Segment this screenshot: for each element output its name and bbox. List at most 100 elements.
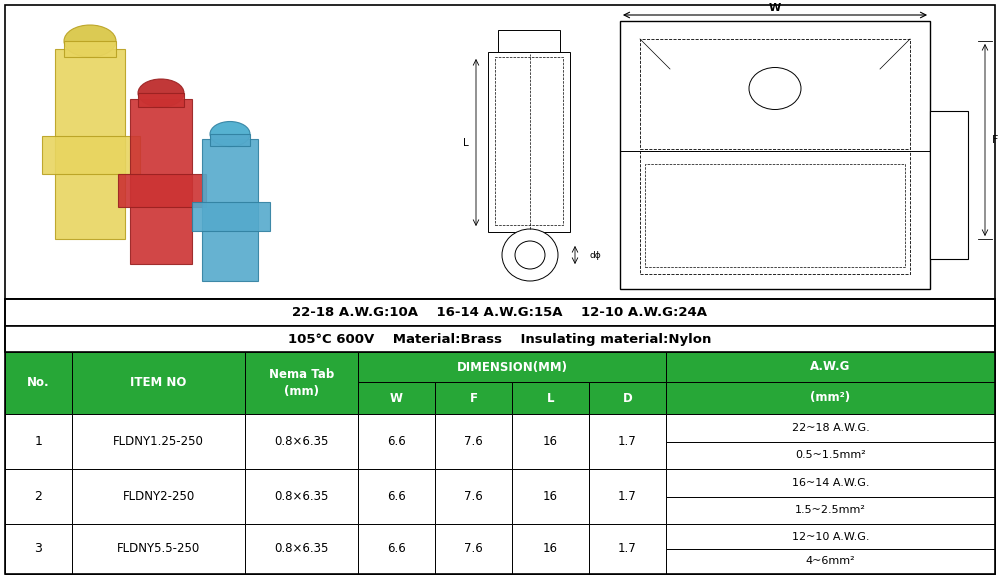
Text: 6.6: 6.6 xyxy=(387,543,406,555)
Bar xyxy=(666,352,995,382)
Bar xyxy=(512,414,589,469)
Bar xyxy=(5,469,72,524)
Text: 16: 16 xyxy=(543,490,558,503)
Bar xyxy=(640,151,910,274)
Bar xyxy=(640,39,910,149)
Bar xyxy=(55,49,125,239)
Bar xyxy=(512,469,589,524)
Text: 4~6mm²: 4~6mm² xyxy=(806,556,855,566)
Text: W: W xyxy=(769,3,781,13)
Ellipse shape xyxy=(138,79,184,107)
Text: FLDNY1.25-250: FLDNY1.25-250 xyxy=(113,435,204,448)
Text: 1.5~2.5mm²: 1.5~2.5mm² xyxy=(795,505,866,515)
Bar xyxy=(666,497,995,524)
Bar xyxy=(435,469,512,524)
Bar xyxy=(130,99,192,264)
Bar xyxy=(620,21,930,289)
Text: 105°C 600V    Material:Brass    Insulating material:Nylon: 105°C 600V Material:Brass Insulating mat… xyxy=(288,332,712,346)
Bar xyxy=(589,469,666,524)
Bar xyxy=(42,136,140,174)
Text: 16~14 A.W.G.: 16~14 A.W.G. xyxy=(792,478,869,488)
Bar xyxy=(358,469,435,524)
Bar xyxy=(358,414,435,469)
Bar xyxy=(666,549,995,574)
Bar xyxy=(435,524,512,574)
Bar xyxy=(64,41,116,57)
Text: 1.7: 1.7 xyxy=(618,435,637,448)
Text: ITEM NO: ITEM NO xyxy=(130,376,187,390)
Text: FLDNY2-250: FLDNY2-250 xyxy=(122,490,195,503)
Bar xyxy=(72,469,245,524)
Text: DIMENSION(MM): DIMENSION(MM) xyxy=(456,361,568,373)
Bar xyxy=(5,524,72,574)
Text: (mm²): (mm²) xyxy=(810,391,851,405)
Bar xyxy=(5,326,995,352)
Bar xyxy=(358,524,435,574)
Text: D: D xyxy=(623,391,632,405)
Text: 1.7: 1.7 xyxy=(618,490,637,503)
Bar xyxy=(589,382,666,414)
Text: FLDNY5.5-250: FLDNY5.5-250 xyxy=(117,543,200,555)
Text: 0.8×6.35: 0.8×6.35 xyxy=(274,490,329,503)
Bar xyxy=(666,524,995,549)
Bar xyxy=(512,524,589,574)
Bar xyxy=(495,57,563,225)
Bar xyxy=(498,30,560,52)
Text: Nema Tab
(mm): Nema Tab (mm) xyxy=(269,368,334,398)
Ellipse shape xyxy=(64,25,116,57)
Text: 3: 3 xyxy=(35,543,42,555)
Text: 7.6: 7.6 xyxy=(464,543,483,555)
Text: F: F xyxy=(470,391,478,405)
Ellipse shape xyxy=(210,122,250,146)
Text: 1: 1 xyxy=(35,435,42,448)
Text: 22~18 A.W.G.: 22~18 A.W.G. xyxy=(792,423,869,433)
Text: L: L xyxy=(547,391,554,405)
Bar xyxy=(666,442,995,469)
Bar xyxy=(192,202,270,231)
Bar xyxy=(645,164,905,267)
Text: 7.6: 7.6 xyxy=(464,435,483,448)
Text: 2: 2 xyxy=(35,490,42,503)
Text: 7.6: 7.6 xyxy=(464,490,483,503)
Bar xyxy=(589,414,666,469)
Bar xyxy=(5,299,995,326)
Ellipse shape xyxy=(749,68,801,109)
Bar xyxy=(358,352,666,382)
Text: dϕ: dϕ xyxy=(590,251,602,259)
Bar xyxy=(5,352,72,414)
Bar xyxy=(118,174,206,207)
Bar xyxy=(72,414,245,469)
Bar xyxy=(5,414,72,469)
Bar xyxy=(435,382,512,414)
Text: 0.5~1.5mm²: 0.5~1.5mm² xyxy=(795,450,866,460)
Bar xyxy=(589,524,666,574)
Text: 0.8×6.35: 0.8×6.35 xyxy=(274,435,329,448)
Bar xyxy=(245,524,358,574)
Bar xyxy=(512,382,589,414)
Text: No.: No. xyxy=(27,376,50,390)
Bar xyxy=(930,111,968,259)
Bar xyxy=(245,414,358,469)
Text: 16: 16 xyxy=(543,543,558,555)
Bar xyxy=(666,382,995,414)
Text: A.W.G: A.W.G xyxy=(810,361,851,373)
Text: 6.6: 6.6 xyxy=(387,490,406,503)
Bar xyxy=(435,414,512,469)
Text: 0.8×6.35: 0.8×6.35 xyxy=(274,543,329,555)
Bar xyxy=(666,414,995,442)
Text: 6.6: 6.6 xyxy=(387,435,406,448)
Bar xyxy=(245,352,358,414)
Ellipse shape xyxy=(502,229,558,281)
Text: W: W xyxy=(390,391,403,405)
Ellipse shape xyxy=(515,241,545,269)
Text: 16: 16 xyxy=(543,435,558,448)
Bar xyxy=(666,469,995,497)
Bar xyxy=(488,52,570,232)
Bar xyxy=(210,134,250,146)
Text: 1.7: 1.7 xyxy=(618,543,637,555)
Bar xyxy=(245,469,358,524)
Bar xyxy=(5,5,995,299)
Bar xyxy=(358,382,435,414)
Bar xyxy=(72,524,245,574)
Text: 12~10 A.W.G.: 12~10 A.W.G. xyxy=(792,532,869,541)
